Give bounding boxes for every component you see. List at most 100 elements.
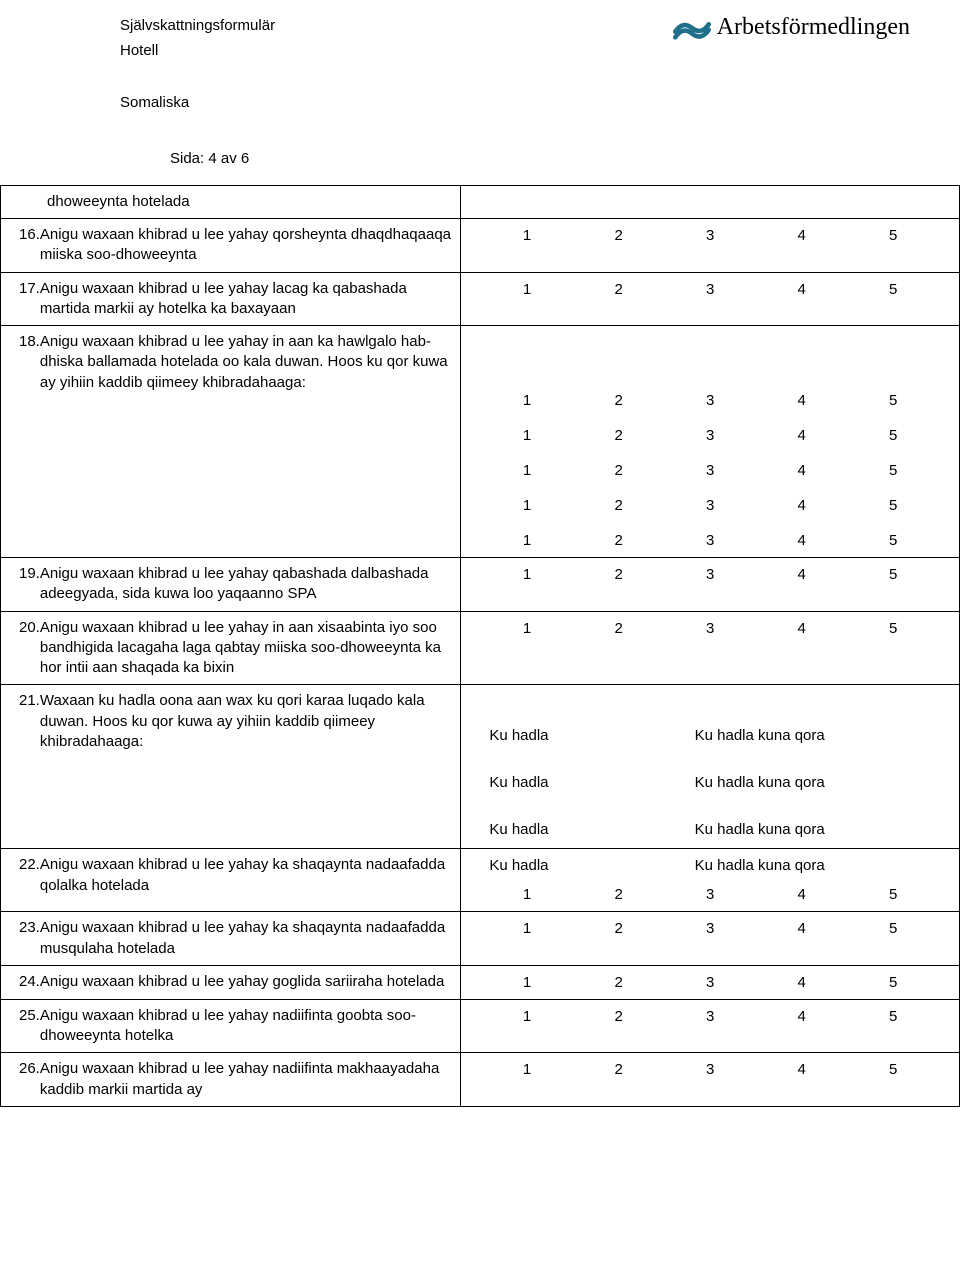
rating-2[interactable]: 2 (612, 974, 626, 991)
rating-scale[interactable]: 1 2 3 4 5 (469, 564, 951, 585)
rating-5[interactable]: 5 (886, 566, 900, 583)
rating-3[interactable]: 3 (703, 281, 717, 298)
rating-3[interactable]: 3 (703, 392, 717, 409)
rating-4[interactable]: 4 (795, 532, 809, 549)
logo-wave-icon (673, 15, 711, 41)
rating-1[interactable]: 1 (520, 620, 534, 637)
rating-4[interactable]: 4 (795, 974, 809, 991)
rating-2[interactable]: 2 (612, 427, 626, 444)
rating-3[interactable]: 3 (703, 974, 717, 991)
rating-1[interactable]: 1 (520, 532, 534, 549)
rating-4[interactable]: 4 (795, 1008, 809, 1025)
rating-scale[interactable]: 1 2 3 4 5 (469, 279, 951, 300)
rating-5[interactable]: 5 (886, 497, 900, 514)
rating-2[interactable]: 2 (612, 392, 626, 409)
rating-3[interactable]: 3 (703, 566, 717, 583)
rating-4[interactable]: 4 (795, 281, 809, 298)
rating-scale[interactable]: 1 2 3 4 5 (469, 618, 951, 639)
rating-5[interactable]: 5 (886, 886, 900, 903)
rating-4[interactable]: 4 (795, 497, 809, 514)
rating-4[interactable]: 4 (795, 427, 809, 444)
rating-4[interactable]: 4 (795, 392, 809, 409)
rating-2[interactable]: 2 (612, 1061, 626, 1078)
rating-5[interactable]: 5 (886, 227, 900, 244)
rating-1[interactable]: 1 (520, 227, 534, 244)
rating-2[interactable]: 2 (612, 886, 626, 903)
rating-3[interactable]: 3 (703, 462, 717, 479)
lang-speak-label: Ku hadla (489, 857, 694, 874)
table-row: 17. Anigu waxaan khibrad u lee yahay lac… (1, 272, 960, 326)
rating-5[interactable]: 5 (886, 1008, 900, 1025)
question-text: Waxaan ku hadla oona aan wax ku qori kar… (40, 691, 452, 752)
rating-2[interactable]: 2 (612, 281, 626, 298)
rating-2[interactable]: 2 (612, 920, 626, 937)
rating-3[interactable]: 3 (703, 886, 717, 903)
rating-1[interactable]: 1 (520, 1061, 534, 1078)
rating-5[interactable]: 5 (886, 281, 900, 298)
rating-5[interactable]: 5 (886, 974, 900, 991)
rating-1[interactable]: 1 (520, 886, 534, 903)
rating-2[interactable]: 2 (612, 462, 626, 479)
rating-3[interactable]: 3 (703, 1061, 717, 1078)
rating-3[interactable]: 3 (703, 532, 717, 549)
rating-scale[interactable]: 1 2 3 4 5 (469, 495, 951, 516)
rating-1[interactable]: 1 (520, 427, 534, 444)
rating-3[interactable]: 3 (703, 920, 717, 937)
rating-3[interactable]: 3 (703, 497, 717, 514)
rating-scale[interactable]: 1 2 3 4 5 (469, 1059, 951, 1080)
rating-5[interactable]: 5 (886, 620, 900, 637)
rating-2[interactable]: 2 (612, 532, 626, 549)
rating-scale[interactable]: 1 2 3 4 5 (469, 390, 951, 411)
rating-4[interactable]: 4 (795, 886, 809, 903)
rating-1[interactable]: 1 (520, 497, 534, 514)
question-number: 24. (9, 972, 40, 992)
rating-4[interactable]: 4 (795, 462, 809, 479)
rating-2[interactable]: 2 (612, 497, 626, 514)
rating-4[interactable]: 4 (795, 1061, 809, 1078)
rating-scale[interactable]: 1 2 3 4 5 (469, 918, 951, 939)
rating-2[interactable]: 2 (612, 227, 626, 244)
rating-1[interactable]: 1 (520, 462, 534, 479)
rating-5[interactable]: 5 (886, 920, 900, 937)
rating-1[interactable]: 1 (520, 974, 534, 991)
rating-5[interactable]: 5 (886, 392, 900, 409)
rating-4[interactable]: 4 (795, 566, 809, 583)
rating-2[interactable]: 2 (612, 566, 626, 583)
rating-1[interactable]: 1 (520, 566, 534, 583)
rating-5[interactable]: 5 (886, 427, 900, 444)
rating-scale[interactable]: 1 2 3 4 5 (469, 1006, 951, 1027)
rating-3[interactable]: 3 (703, 427, 717, 444)
language-grid: Ku hadla Ku hadla kuna qora Ku hadla Ku … (469, 691, 951, 842)
question-text: Anigu waxaan khibrad u lee yahay nadiifi… (40, 1059, 452, 1100)
rating-1[interactable]: 1 (520, 392, 534, 409)
question-number: 23. (9, 918, 40, 959)
rating-scale[interactable]: 1 2 3 4 5 (469, 972, 951, 993)
rating-4[interactable]: 4 (795, 227, 809, 244)
rating-4[interactable]: 4 (795, 620, 809, 637)
rating-scale[interactable]: 1 2 3 4 5 (469, 460, 951, 481)
rating-3[interactable]: 3 (703, 620, 717, 637)
rating-scale[interactable]: 1 2 3 4 5 (469, 425, 951, 446)
rating-4[interactable]: 4 (795, 920, 809, 937)
question-text: Anigu waxaan khibrad u lee yahay in aan … (40, 618, 452, 679)
rating-1[interactable]: 1 (520, 281, 534, 298)
question-number: 21. (9, 691, 40, 752)
table-row: 24. Anigu waxaan khibrad u lee yahay gog… (1, 965, 960, 999)
rating-2[interactable]: 2 (612, 1008, 626, 1025)
logo-text: Arbetsförmedlingen (717, 14, 910, 41)
rating-5[interactable]: 5 (886, 1061, 900, 1078)
rating-3[interactable]: 3 (703, 1008, 717, 1025)
rating-1[interactable]: 1 (520, 920, 534, 937)
rating-scale[interactable]: 1 2 3 4 5 (469, 884, 951, 905)
rating-scale[interactable]: 1 2 3 4 5 (469, 530, 951, 551)
rating-2[interactable]: 2 (612, 620, 626, 637)
rating-scale[interactable]: 1 2 3 4 5 (469, 225, 951, 246)
table-row: dhoweeynta hotelada (1, 185, 960, 218)
rating-5[interactable]: 5 (886, 532, 900, 549)
question-number: 19. (9, 564, 40, 605)
rating-1[interactable]: 1 (520, 1008, 534, 1025)
page-indicator: Sida: 4 av 6 (0, 114, 960, 185)
rating-3[interactable]: 3 (703, 227, 717, 244)
table-row: 20. Anigu waxaan khibrad u lee yahay in … (1, 611, 960, 685)
rating-5[interactable]: 5 (886, 462, 900, 479)
